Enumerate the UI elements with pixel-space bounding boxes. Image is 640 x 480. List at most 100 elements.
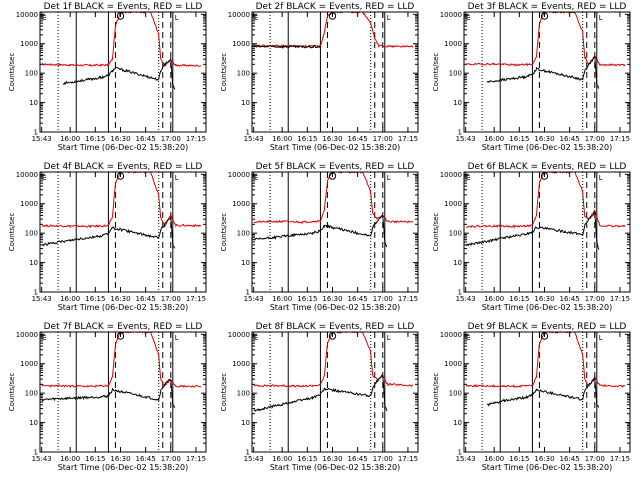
edge-label-right: L: [175, 334, 179, 342]
plot-frame: [251, 11, 419, 133]
y-tick-label: 1000: [444, 360, 462, 368]
x-tick-label: 17:00: [161, 295, 181, 303]
x-tick-label: 16:30: [110, 455, 130, 463]
series-group: [253, 172, 414, 248]
series-group: [465, 172, 626, 250]
x-tick-label: 15:43: [244, 295, 264, 303]
x-tick-label: 16:15: [85, 455, 105, 463]
y-tick-label: 10: [453, 419, 462, 427]
x-tick-label: 17:15: [610, 135, 630, 143]
y-axis-label: Counts/sec: [8, 53, 16, 92]
series-group: [465, 332, 626, 408]
x-axis-label: Start Time (06-Dec-02 15:38:20): [482, 303, 613, 312]
circle-marker: [328, 332, 337, 340]
x-axis-label: Start Time (06-Dec-02 15:38:20): [58, 463, 189, 472]
series-group: [41, 172, 202, 249]
y-tick-label: 10: [453, 99, 462, 107]
series-group: [465, 12, 626, 89]
y-tick-label: 10: [29, 419, 38, 427]
x-tick-label: 16:45: [560, 135, 580, 143]
x-tick-label: 17:00: [161, 135, 181, 143]
x-tick-label: 16:00: [484, 455, 504, 463]
circle-marker: [116, 12, 125, 20]
x-tick-label: 17:00: [373, 295, 393, 303]
circle-marker: [116, 172, 125, 180]
x-tick-label: 17:15: [186, 455, 206, 463]
y-tick-label: 1: [458, 129, 462, 137]
marker-lines: [57, 12, 174, 132]
y-tick-label: 10: [241, 99, 250, 107]
edge-label-right: L: [175, 174, 179, 182]
circle-marker: [116, 332, 125, 340]
panel-7: Det 7f BLACK = Events, RED = LLD 1 10 100 10…: [8, 322, 207, 472]
x-tick-label: 17:15: [398, 135, 418, 143]
y-tick-label: 1: [34, 289, 38, 297]
x-tick-label: 16:30: [322, 295, 342, 303]
x-tick-label: 16:15: [509, 135, 529, 143]
x-tick-label: 16:15: [509, 455, 529, 463]
y-tick-label: 1000: [232, 360, 250, 368]
edge-label-right: L: [599, 334, 603, 342]
y-tick-label: 100: [237, 390, 250, 398]
plot-frame: [463, 171, 631, 293]
edge-label-left: E: [254, 334, 258, 342]
x-axis-label: Start Time (06-Dec-02 15:38:20): [58, 143, 189, 152]
y-tick-label: 1: [34, 129, 38, 137]
edge-label-left: E: [466, 174, 470, 182]
x-tick-label: 15:43: [244, 455, 264, 463]
x-tick-label: 17:15: [610, 455, 630, 463]
x-tick-label: 15:43: [32, 135, 52, 143]
panel-4: Det 4f BLACK = Events, RED = LLD 1 10 100 10…: [8, 162, 207, 312]
series-group: [253, 332, 414, 412]
edge-label-left: E: [466, 14, 470, 22]
events-series-line: [253, 374, 388, 412]
panel-title: Det 4f BLACK = Events, RED = LLD: [44, 162, 203, 172]
events-series-line: [253, 44, 321, 49]
panel-title: Det 1f BLACK = Events, RED = LLD: [44, 2, 203, 12]
x-tick-label: 16:15: [297, 455, 317, 463]
series-group: [253, 12, 414, 49]
y-tick-label: 1: [246, 129, 250, 137]
circle-marker: [540, 332, 549, 340]
y-tick-label: 10000: [228, 11, 250, 19]
x-tick-label: 17:00: [161, 455, 181, 463]
x-tick-label: 16:15: [85, 295, 105, 303]
x-axis-label: Start Time (06-Dec-02 15:38:20): [270, 143, 401, 152]
x-tick-label: 16:45: [348, 455, 368, 463]
edge-label-right: L: [387, 334, 391, 342]
x-tick-label: 16:00: [484, 135, 504, 143]
y-tick-label: 100: [237, 230, 250, 238]
marker-lines: [481, 332, 598, 452]
x-tick-label: 16:15: [85, 135, 105, 143]
y-axis-label: Counts/sec: [220, 53, 228, 92]
y-tick-label: 1: [34, 449, 38, 457]
plot-frame: [251, 331, 419, 453]
plot-frame: [463, 11, 631, 133]
panel-title: Det 6f BLACK = Events, RED = LLD: [468, 162, 627, 172]
lld-series-line: [465, 12, 626, 67]
x-tick-label: 17:15: [186, 295, 206, 303]
x-tick-label: 16:00: [60, 455, 80, 463]
x-tick-label: 16:00: [272, 135, 292, 143]
x-axis-label: Start Time (06-Dec-02 15:38:20): [270, 463, 401, 472]
series-group: [42, 12, 202, 90]
y-tick-label: 10: [29, 99, 38, 107]
x-tick-label: 17:15: [186, 135, 206, 143]
marker-lines: [269, 332, 386, 452]
x-tick-label: 16:30: [322, 455, 342, 463]
x-tick-label: 16:30: [110, 295, 130, 303]
plot-frame: [39, 11, 207, 133]
plot-frame: [39, 171, 207, 293]
x-axis-label: Start Time (06-Dec-02 15:38:20): [482, 463, 613, 472]
y-tick-label: 10: [29, 259, 38, 267]
x-tick-label: 16:45: [348, 295, 368, 303]
x-tick-label: 16:30: [322, 135, 342, 143]
x-tick-label: 16:00: [272, 455, 292, 463]
y-tick-label: 1000: [444, 200, 462, 208]
edge-label-left: E: [42, 174, 46, 182]
y-tick-label: 1: [246, 289, 250, 297]
circle-marker: [540, 172, 549, 180]
x-tick-label: 17:15: [610, 295, 630, 303]
x-axis-label: Start Time (06-Dec-02 15:38:20): [58, 303, 189, 312]
